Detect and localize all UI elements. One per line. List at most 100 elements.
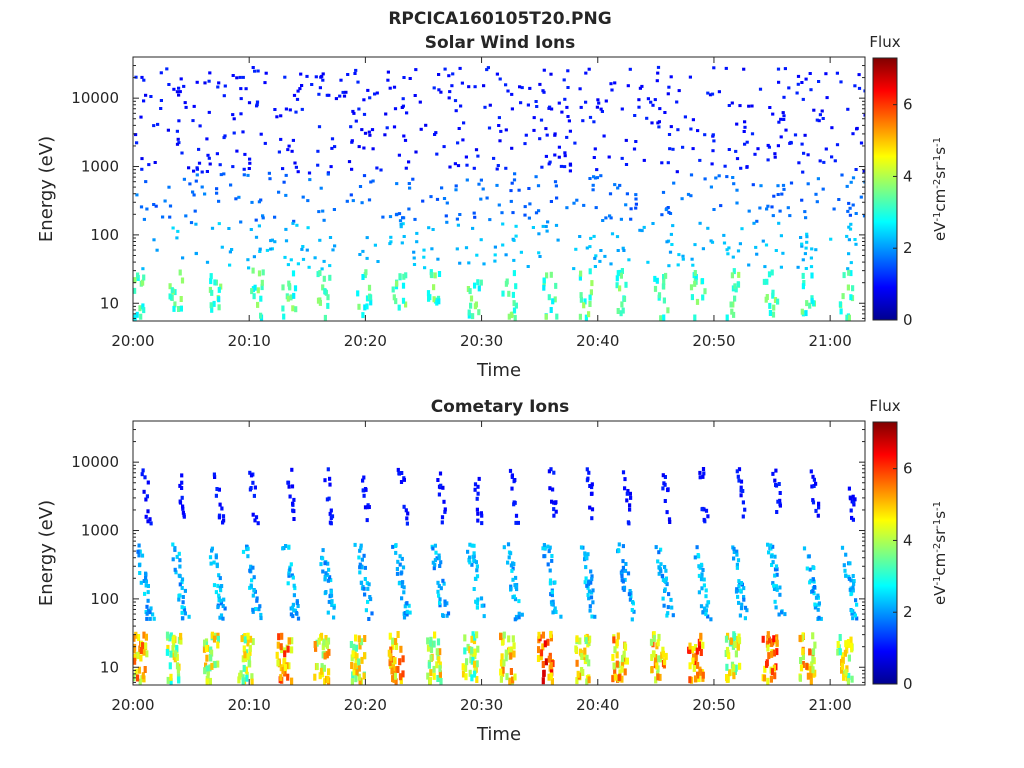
heatmap-cell [247,266,251,270]
heatmap-cell [697,573,701,578]
heatmap-cell [402,134,406,138]
heatmap-cell [689,284,694,291]
heatmap-cell [534,100,538,103]
heatmap-cell [455,247,459,251]
heatmap-cell [454,188,458,192]
heatmap-cell [803,252,807,256]
heatmap-cell [677,89,681,93]
heatmap-cell [294,165,298,169]
heatmap-cell [250,673,254,681]
heatmap-cell [550,554,554,558]
heatmap-cell [851,500,856,505]
heatmap-cell [429,639,433,647]
heatmap-cell [454,109,458,113]
heatmap-cell [735,549,739,554]
heatmap-cell [203,81,207,85]
heatmap-cell [250,200,254,204]
heatmap-cell [649,638,654,646]
heatmap-cell [541,643,545,651]
heatmap-cell [554,509,558,514]
heatmap-cell [468,555,472,560]
heatmap-cell [655,662,659,670]
heatmap-cell [339,78,343,82]
heatmap-cell [587,311,591,318]
heatmap-cell [324,635,328,642]
heatmap-cell [578,313,582,320]
heatmap-cell [443,509,447,514]
heatmap-cell [213,279,217,286]
heatmap-cell [627,258,631,262]
heatmap-cell [677,253,681,257]
heatmap-cell [563,165,567,169]
heatmap-cell [568,162,572,166]
heatmap-cell [180,480,184,485]
heatmap-cell [514,520,518,525]
heatmap-cell [773,478,777,483]
heatmap-cell [747,209,751,213]
heatmap-cell [512,258,516,262]
heatmap-cell [509,648,513,656]
heatmap-cell [180,473,184,478]
heatmap-cell [436,589,440,594]
heatmap-cell [398,554,402,559]
heatmap-cell [659,569,663,574]
heatmap-cell [140,167,144,171]
heatmap-cell [346,73,350,76]
heatmap-cell [140,75,144,79]
heatmap-cell [512,300,516,307]
heatmap-cell [170,287,174,294]
heatmap-cell [369,299,373,306]
heatmap-cell [289,562,293,567]
heatmap-cell [219,601,224,606]
heatmap-cell [851,588,855,593]
heatmap-cell [146,584,150,588]
heatmap-cell [431,228,435,231]
heatmap-cell [192,169,196,173]
heatmap-cell [237,195,241,199]
heatmap-cell [810,247,814,251]
heatmap-cell [514,234,518,238]
heatmap-cell [495,167,499,171]
heatmap-cell [849,592,853,597]
heatmap-cell [538,255,542,258]
heatmap-cell [355,669,359,677]
heatmap-cell [215,487,219,491]
heatmap-cell [631,600,635,604]
heatmap-cell [386,70,390,74]
heatmap-cell [246,653,250,661]
heatmap-cell [764,243,769,247]
heatmap-cell [549,592,553,597]
heatmap-cell [772,583,776,588]
heatmap-cell [736,281,740,288]
heatmap-cell [458,66,462,70]
heatmap-cell [133,657,137,665]
heatmap-cell [844,552,848,557]
heatmap-cell [362,98,366,102]
heatmap-cell [143,591,147,596]
heatmap-cell [146,590,150,595]
heatmap-cell [736,594,740,599]
heatmap-cell [251,607,255,612]
heatmap-cell [219,173,223,177]
heatmap-cell [592,175,596,179]
heatmap-cell [621,559,625,564]
heatmap-cell [329,508,333,513]
heatmap-cell [514,283,518,290]
heatmap-cell [144,514,148,519]
heatmap-cell [328,511,332,516]
heatmap-cell [437,593,441,598]
heatmap-cell [365,295,370,302]
heatmap-cell [142,631,146,639]
heatmap-cell [504,253,508,257]
heatmap-cell [589,289,593,296]
heatmap-cell [582,302,586,309]
heatmap-cell [197,161,202,165]
heatmap-cell [321,72,325,76]
heatmap-cell [778,585,782,590]
heatmap-cell [246,173,250,177]
heatmap-cell [742,586,746,591]
heatmap-cell [586,476,590,481]
heatmap-cell [396,666,400,673]
heatmap-cell [771,544,775,549]
heatmap-cell [628,491,632,496]
